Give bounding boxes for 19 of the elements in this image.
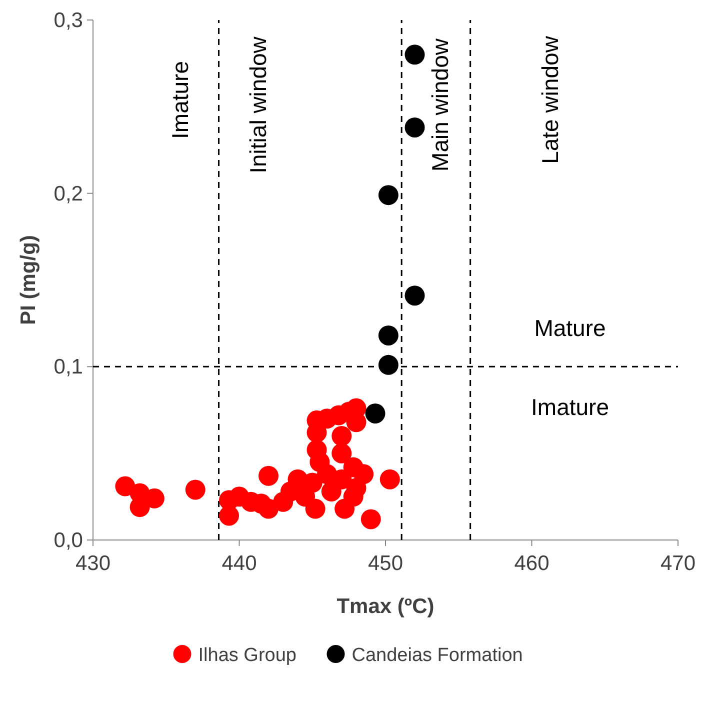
legend-label: Ilhas Group: [198, 645, 296, 666]
annotation: Mature: [534, 315, 606, 341]
annotation: Imature: [167, 61, 193, 139]
x-tick-label: 450: [368, 552, 404, 575]
annotation: Main window: [427, 38, 453, 172]
y-tick-label: 0,3: [54, 9, 83, 32]
x-tick-label: 460: [514, 552, 550, 575]
x-axis-title: Tmax (ºC): [336, 595, 434, 618]
y-axis-title: PI (mg/g): [17, 235, 40, 325]
y-tick-label: 0,0: [54, 529, 83, 552]
x-tick-label: 430: [75, 552, 111, 575]
annotation: Imature: [531, 394, 609, 420]
legend-label: Candeias Formation: [352, 645, 523, 666]
x-tick-label: 470: [660, 552, 696, 575]
annotation: Late window: [537, 36, 563, 164]
y-tick-label: 0,2: [54, 182, 83, 206]
x-tick-label: 440: [222, 552, 257, 575]
annotation: Initial window: [245, 36, 271, 174]
y-tick-label: 0,1: [54, 356, 83, 379]
